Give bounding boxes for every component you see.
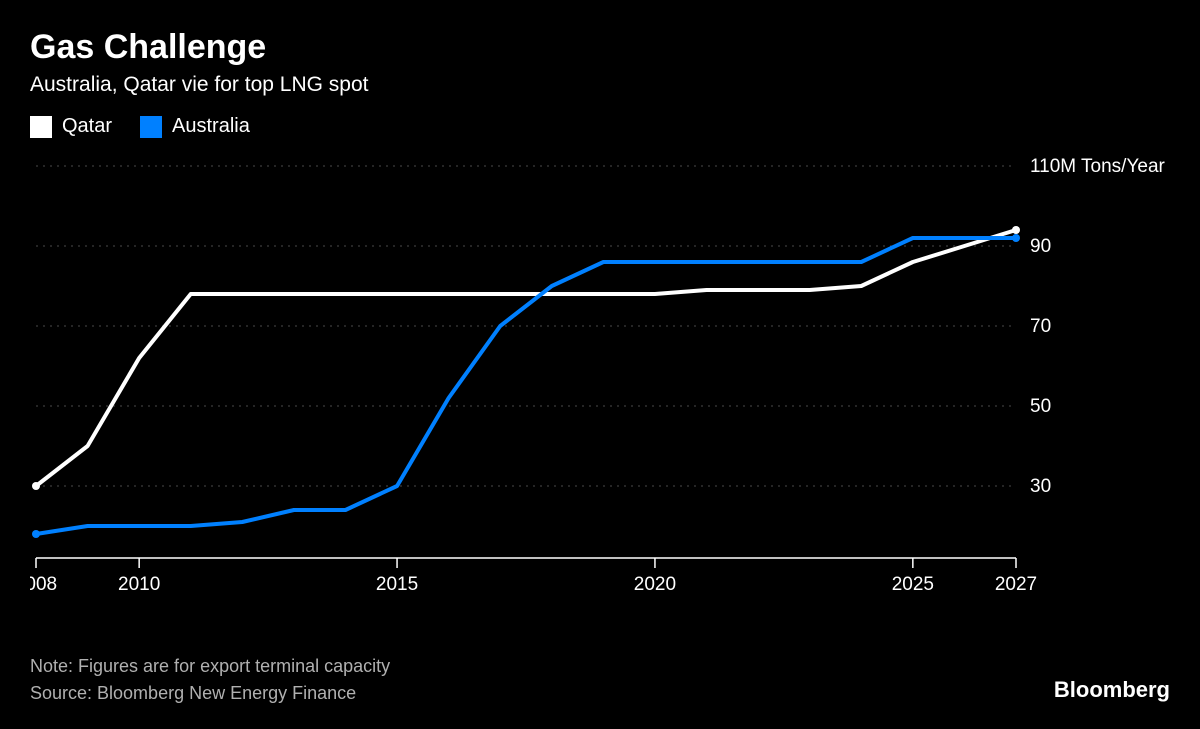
- svg-text:70: 70: [1030, 316, 1051, 337]
- svg-text:50: 50: [1030, 396, 1051, 417]
- svg-text:2008: 2008: [30, 574, 57, 595]
- legend: Qatar Australia: [30, 115, 1170, 138]
- chart-area: 30 50 70 90 110M Tons/Year 2008 2010 2015 2020 20…: [30, 158, 1170, 603]
- svg-text:2020: 2020: [634, 574, 676, 595]
- legend-label-qatar: Qatar: [62, 115, 112, 138]
- legend-swatch-australia: [140, 116, 162, 138]
- chart-subtitle: Australia, Qatar vie for top LNG spot: [30, 73, 1170, 97]
- legend-item-qatar: Qatar: [30, 115, 112, 138]
- legend-swatch-qatar: [30, 116, 52, 138]
- line-chart-svg: 30 50 70 90 110M Tons/Year 2008 2010 2015 2020 20…: [30, 158, 1170, 603]
- legend-item-australia: Australia: [140, 115, 250, 138]
- svg-text:2025: 2025: [892, 574, 934, 595]
- svg-text:2027: 2027: [995, 574, 1037, 595]
- svg-text:90: 90: [1030, 236, 1051, 257]
- brand-logo: Bloomberg: [1054, 677, 1170, 703]
- note-text: Note: Figures are for export terminal ca…: [30, 653, 390, 680]
- svg-text:2010: 2010: [118, 574, 160, 595]
- svg-text:2015: 2015: [376, 574, 418, 595]
- chart-container: Gas Challenge Australia, Qatar vie for t…: [0, 0, 1200, 729]
- footer: Note: Figures are for export terminal ca…: [30, 653, 390, 707]
- source-text: Source: Bloomberg New Energy Finance: [30, 680, 390, 707]
- svg-text:110M Tons/Year: 110M Tons/Year: [1030, 158, 1166, 177]
- svg-text:30: 30: [1030, 476, 1051, 497]
- chart-title: Gas Challenge: [30, 28, 1170, 67]
- legend-label-australia: Australia: [172, 115, 250, 138]
